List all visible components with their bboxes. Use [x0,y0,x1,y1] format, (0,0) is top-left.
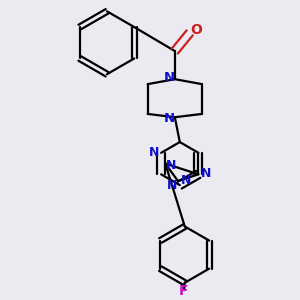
Text: N: N [149,146,159,159]
Text: O: O [190,23,202,37]
Text: N: N [167,179,178,192]
Text: N: N [166,159,176,172]
Text: N: N [163,112,174,125]
Text: N: N [163,71,174,84]
Text: N: N [200,167,211,179]
Text: F: F [179,284,188,298]
Text: N: N [181,175,191,188]
